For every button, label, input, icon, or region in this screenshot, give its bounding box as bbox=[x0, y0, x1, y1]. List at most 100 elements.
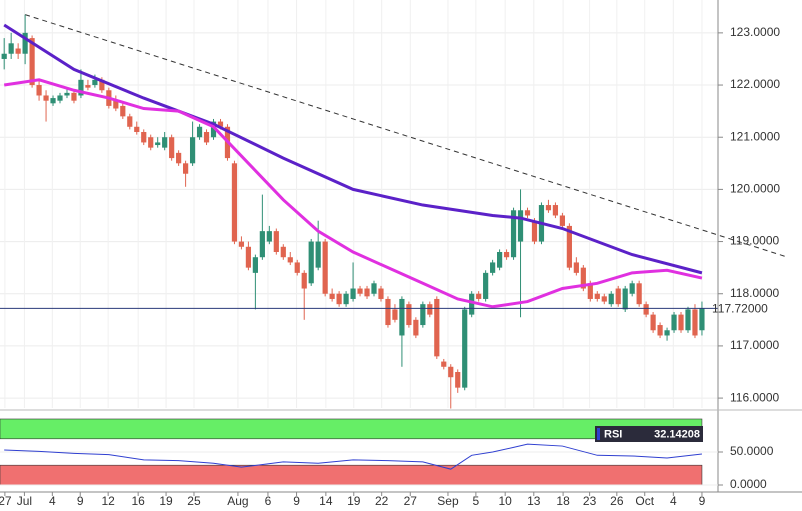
candle-body bbox=[392, 309, 398, 320]
candle-body bbox=[469, 293, 475, 315]
candle-body bbox=[85, 85, 91, 88]
candle-body bbox=[43, 95, 49, 101]
candle-body bbox=[273, 231, 279, 252]
candle-body bbox=[559, 215, 565, 226]
candle-body bbox=[573, 262, 579, 273]
candle-body bbox=[406, 304, 412, 326]
candle-body bbox=[643, 304, 649, 315]
candle-body bbox=[259, 231, 265, 258]
candle-body bbox=[127, 116, 133, 127]
candle-body bbox=[329, 293, 335, 299]
x-tick-label: Aug bbox=[227, 494, 248, 508]
candle-body bbox=[608, 293, 614, 305]
candle-body bbox=[266, 231, 272, 242]
candle-body bbox=[343, 293, 349, 305]
rsi-label-box bbox=[595, 426, 703, 442]
candle-body bbox=[231, 163, 238, 242]
candle-body bbox=[22, 32, 28, 54]
rsi-band bbox=[0, 464, 703, 486]
candle-body bbox=[176, 152, 182, 164]
candle-body bbox=[420, 304, 426, 326]
candle-body bbox=[210, 121, 217, 138]
candle-body bbox=[545, 205, 552, 211]
candle-body bbox=[134, 126, 140, 132]
candle-body bbox=[622, 288, 628, 310]
candle-body bbox=[399, 298, 405, 336]
moving-average bbox=[3, 78, 703, 309]
x-tick-label: 25 bbox=[187, 494, 201, 508]
candle-body bbox=[566, 225, 572, 268]
x-tick-label: 23 bbox=[583, 494, 597, 508]
candle-body bbox=[650, 314, 656, 331]
candle-body bbox=[120, 105, 126, 117]
trendline bbox=[24, 14, 788, 258]
candle-body bbox=[364, 288, 370, 297]
moving-average bbox=[3, 23, 703, 275]
candle-body bbox=[64, 92, 70, 96]
x-tick-label: 19 bbox=[159, 494, 173, 508]
candle-body bbox=[162, 137, 168, 148]
candle-body bbox=[490, 262, 496, 273]
candle-body bbox=[36, 85, 42, 96]
candle-body bbox=[357, 288, 363, 294]
candle-body bbox=[287, 257, 293, 263]
candle-body bbox=[685, 309, 691, 331]
x-tick-label: 9 bbox=[699, 494, 706, 508]
candle-body bbox=[517, 210, 524, 242]
candle-body bbox=[664, 330, 670, 336]
candle-body bbox=[196, 126, 203, 138]
y-tick-label: 121.0000 bbox=[730, 129, 780, 143]
candle-body bbox=[636, 283, 642, 305]
x-tick-label: Jul bbox=[17, 494, 32, 508]
candle-body bbox=[678, 314, 684, 331]
candle-body bbox=[99, 79, 105, 91]
x-tick-label: 10 bbox=[499, 494, 513, 508]
candle-body bbox=[378, 288, 384, 299]
candle-body bbox=[336, 293, 342, 305]
candle-body bbox=[245, 246, 252, 268]
y-tick-label: 0.0000 bbox=[730, 477, 767, 491]
x-tick-label: 5 bbox=[473, 494, 480, 508]
x-tick-label: 4 bbox=[670, 494, 677, 508]
candle-body bbox=[217, 121, 224, 127]
x-tick-label: 14 bbox=[319, 494, 333, 508]
x-tick-label: 4 bbox=[49, 494, 56, 508]
candle-body bbox=[629, 283, 635, 294]
candle-body bbox=[294, 262, 300, 273]
candle-body bbox=[531, 220, 538, 242]
candle-body bbox=[189, 137, 196, 164]
candle-body bbox=[322, 241, 328, 294]
candle-body bbox=[671, 314, 677, 331]
x-tick-label: Sep bbox=[437, 494, 459, 508]
candle-body bbox=[587, 283, 593, 299]
x-tick-label: 9 bbox=[77, 494, 84, 508]
x-tick-label: Oct bbox=[635, 494, 654, 508]
candle-body bbox=[448, 366, 454, 378]
candle-body bbox=[385, 298, 391, 326]
candle-body bbox=[601, 296, 607, 302]
candle-body bbox=[657, 325, 663, 336]
candle-body bbox=[203, 132, 210, 143]
candle-body bbox=[280, 246, 286, 258]
candle-body bbox=[252, 257, 258, 273]
candle-body bbox=[238, 241, 245, 247]
x-tick-label: 22 bbox=[375, 494, 389, 508]
y-tick-label: 123.0000 bbox=[730, 25, 780, 39]
last-price-label: 117.72000 bbox=[712, 302, 768, 316]
candle-body bbox=[699, 308, 705, 331]
x-tick-label: 13 bbox=[527, 494, 541, 508]
y-tick-label: 122.0000 bbox=[730, 77, 780, 91]
candle-body bbox=[148, 137, 154, 148]
candle-body bbox=[441, 361, 447, 367]
candle-body bbox=[29, 38, 35, 86]
candle-body bbox=[483, 272, 489, 299]
x-tick-label: 27 bbox=[0, 494, 12, 508]
rsi-line bbox=[4, 443, 703, 470]
candle-body bbox=[503, 252, 510, 258]
y-tick-label: 120.0000 bbox=[730, 182, 780, 196]
candle-body bbox=[476, 293, 482, 299]
candle-body bbox=[615, 288, 621, 305]
rsi-label: RSI bbox=[604, 428, 622, 440]
candle-body bbox=[78, 79, 84, 96]
